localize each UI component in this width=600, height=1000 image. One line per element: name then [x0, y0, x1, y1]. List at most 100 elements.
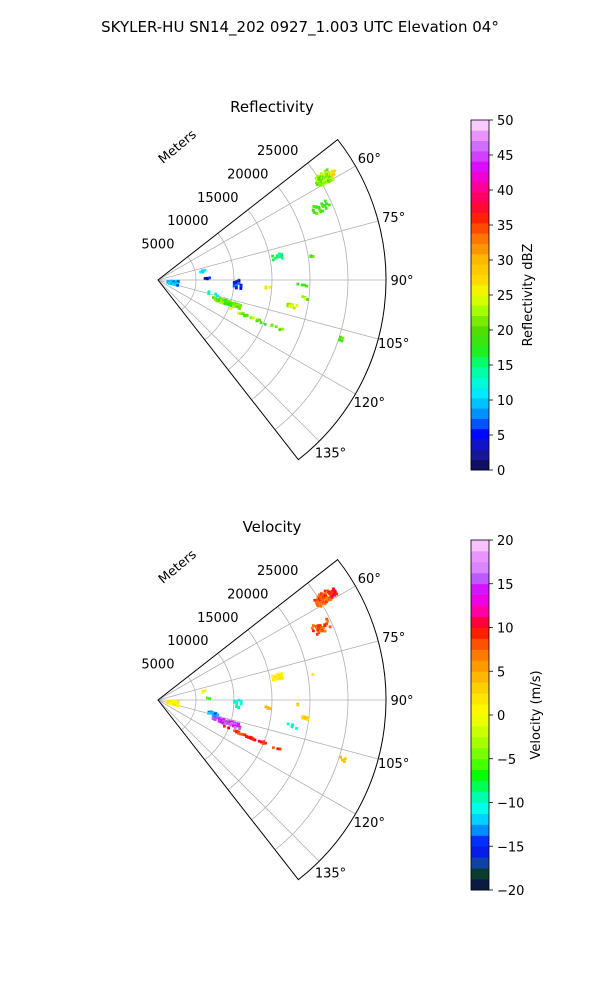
echo-blob: [203, 276, 211, 281]
radar-gate: [278, 677, 282, 681]
radar-gate: [226, 722, 229, 725]
radar-gate: [268, 707, 272, 710]
grid-arc: [204, 232, 235, 341]
colorbar-tick-label: 30: [497, 254, 514, 269]
radar-gate: [315, 632, 319, 636]
radar-gate: [230, 721, 234, 725]
radar-gate: [323, 204, 327, 207]
colorbar-tick-label: 0: [497, 464, 505, 479]
radar-gate: [232, 722, 236, 726]
radar-gate: [170, 702, 173, 706]
radar-gate: [247, 736, 251, 739]
radial-tick-label: 10000: [167, 214, 208, 229]
radar-gate: [235, 283, 238, 287]
radar-gate: [325, 596, 329, 600]
colorbar-segment: [471, 161, 489, 172]
colorbar-segment: [471, 649, 489, 661]
colorbar-segment: [471, 449, 489, 461]
radar-gate: [237, 731, 240, 735]
radar-gate: [235, 730, 238, 734]
radar-gate: [239, 699, 243, 703]
radar-gate: [217, 299, 221, 303]
radar-gate: [331, 178, 335, 181]
radar-gate: [301, 716, 304, 720]
radar-gate: [316, 628, 320, 632]
colorbar-segment: [471, 397, 489, 409]
colorbar-tick-label: −20: [497, 884, 524, 899]
colorbar-segment: [471, 857, 489, 869]
radar-gate: [296, 703, 300, 707]
radar-gate: [315, 212, 319, 215]
colorbar-segment: [471, 305, 489, 316]
radar-gate: [323, 624, 327, 627]
radar-gate: [239, 702, 243, 706]
reflectivity-plot: 5000 10000 15000 20000 25000 60° 75° 90° 105° 120…: [141, 138, 414, 462]
radar-gate: [233, 726, 237, 729]
echo-blob: [264, 285, 272, 290]
radar-gate: [176, 283, 179, 287]
colorbar-segment: [471, 638, 489, 650]
grid-arc: [227, 209, 273, 371]
radar-gate: [206, 696, 209, 700]
colorbar-segment: [471, 572, 489, 585]
radar-gate: [317, 597, 321, 601]
angle-tick-label: 120°: [354, 816, 385, 831]
radar-gate: [291, 723, 294, 727]
grid-spoke: [157, 699, 320, 862]
radar-gate: [318, 593, 321, 597]
radar-gate: [319, 626, 323, 629]
radar-gate: [276, 255, 279, 259]
radar-gate: [330, 175, 334, 178]
velocity-colorbar: −20 −15 −10 −5 0 5 10 15 20: [470, 534, 524, 899]
colorbar-segment: [471, 747, 489, 760]
radar-gate: [311, 255, 315, 258]
colorbar-tick-label: 40: [497, 184, 514, 199]
radar-gate: [243, 314, 246, 318]
colorbar-segment: [471, 605, 489, 617]
echo-blob: [271, 252, 284, 262]
radar-gate: [326, 598, 330, 602]
radar-gate: [321, 205, 325, 208]
radar-gate: [216, 716, 220, 720]
colorbar-segment: [471, 356, 489, 368]
radial-tick-label: 20000: [227, 167, 268, 182]
colorbar-segment: [471, 233, 489, 244]
radar-gate: [278, 255, 282, 259]
radar-gate: [271, 676, 275, 679]
colorbar-segment: [471, 202, 489, 214]
echo-blob: [286, 722, 298, 730]
colorbar-tick-label: −15: [497, 840, 524, 855]
radar-gate: [263, 322, 267, 326]
radar-gate: [273, 676, 277, 679]
angle-tick-label: 120°: [354, 396, 385, 411]
radar-gate: [317, 625, 320, 628]
colorbar-tick-label: 50: [497, 114, 514, 129]
radar-gate: [232, 701, 236, 704]
radar-gate: [234, 304, 238, 308]
radial-tick-label: 10000: [167, 634, 208, 649]
grid-spoke: [157, 279, 356, 395]
echo-blob: [207, 710, 220, 718]
echo-blob: [311, 673, 315, 676]
echo-blob: [211, 715, 242, 730]
radar-gate: [264, 741, 267, 745]
radar-gate: [203, 268, 207, 272]
grid-spoke: [157, 585, 356, 701]
radar-gate: [207, 292, 211, 295]
grid-spoke: [157, 279, 320, 442]
colorbar-segment: [471, 140, 489, 152]
colorbar-segment: [471, 181, 489, 193]
radar-gate: [213, 714, 217, 718]
radar-gate: [309, 255, 313, 259]
radar-gate: [214, 292, 217, 296]
radar-gate: [280, 254, 284, 258]
radar-gate: [341, 336, 345, 340]
colorbar-segment: [471, 671, 489, 683]
colorbar-segment: [471, 550, 489, 563]
radial-tick-label: 15000: [197, 611, 238, 626]
colorbar-segment: [471, 408, 489, 419]
radar-gate: [237, 282, 241, 285]
radar-gate: [259, 321, 263, 324]
radar-gate: [238, 304, 242, 308]
colorbar-segment: [471, 120, 489, 131]
